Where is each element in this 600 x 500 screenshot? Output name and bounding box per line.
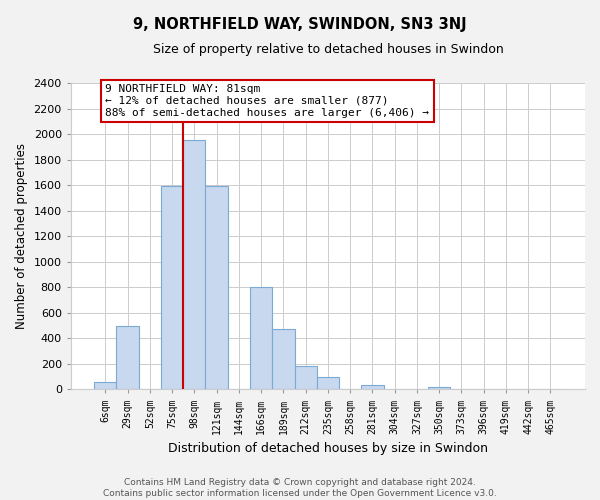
Bar bbox=[161, 186, 183, 390]
Text: Contains HM Land Registry data © Crown copyright and database right 2024.
Contai: Contains HM Land Registry data © Crown c… bbox=[103, 478, 497, 498]
Text: 9 NORTHFIELD WAY: 81sqm
← 12% of detached houses are smaller (877)
88% of semi-d: 9 NORTHFIELD WAY: 81sqm ← 12% of detache… bbox=[106, 84, 430, 117]
Y-axis label: Number of detached properties: Number of detached properties bbox=[15, 143, 28, 329]
Bar bbox=[183, 140, 205, 390]
Bar bbox=[116, 326, 139, 390]
Bar bbox=[361, 385, 383, 390]
Bar bbox=[94, 382, 116, 390]
Bar bbox=[272, 330, 295, 390]
X-axis label: Distribution of detached houses by size in Swindon: Distribution of detached houses by size … bbox=[168, 442, 488, 455]
Bar bbox=[295, 366, 317, 390]
Bar bbox=[205, 186, 228, 390]
Text: 9, NORTHFIELD WAY, SWINDON, SN3 3NJ: 9, NORTHFIELD WAY, SWINDON, SN3 3NJ bbox=[133, 18, 467, 32]
Title: Size of property relative to detached houses in Swindon: Size of property relative to detached ho… bbox=[152, 42, 503, 56]
Bar bbox=[317, 378, 339, 390]
Bar bbox=[250, 288, 272, 390]
Bar bbox=[428, 387, 451, 390]
